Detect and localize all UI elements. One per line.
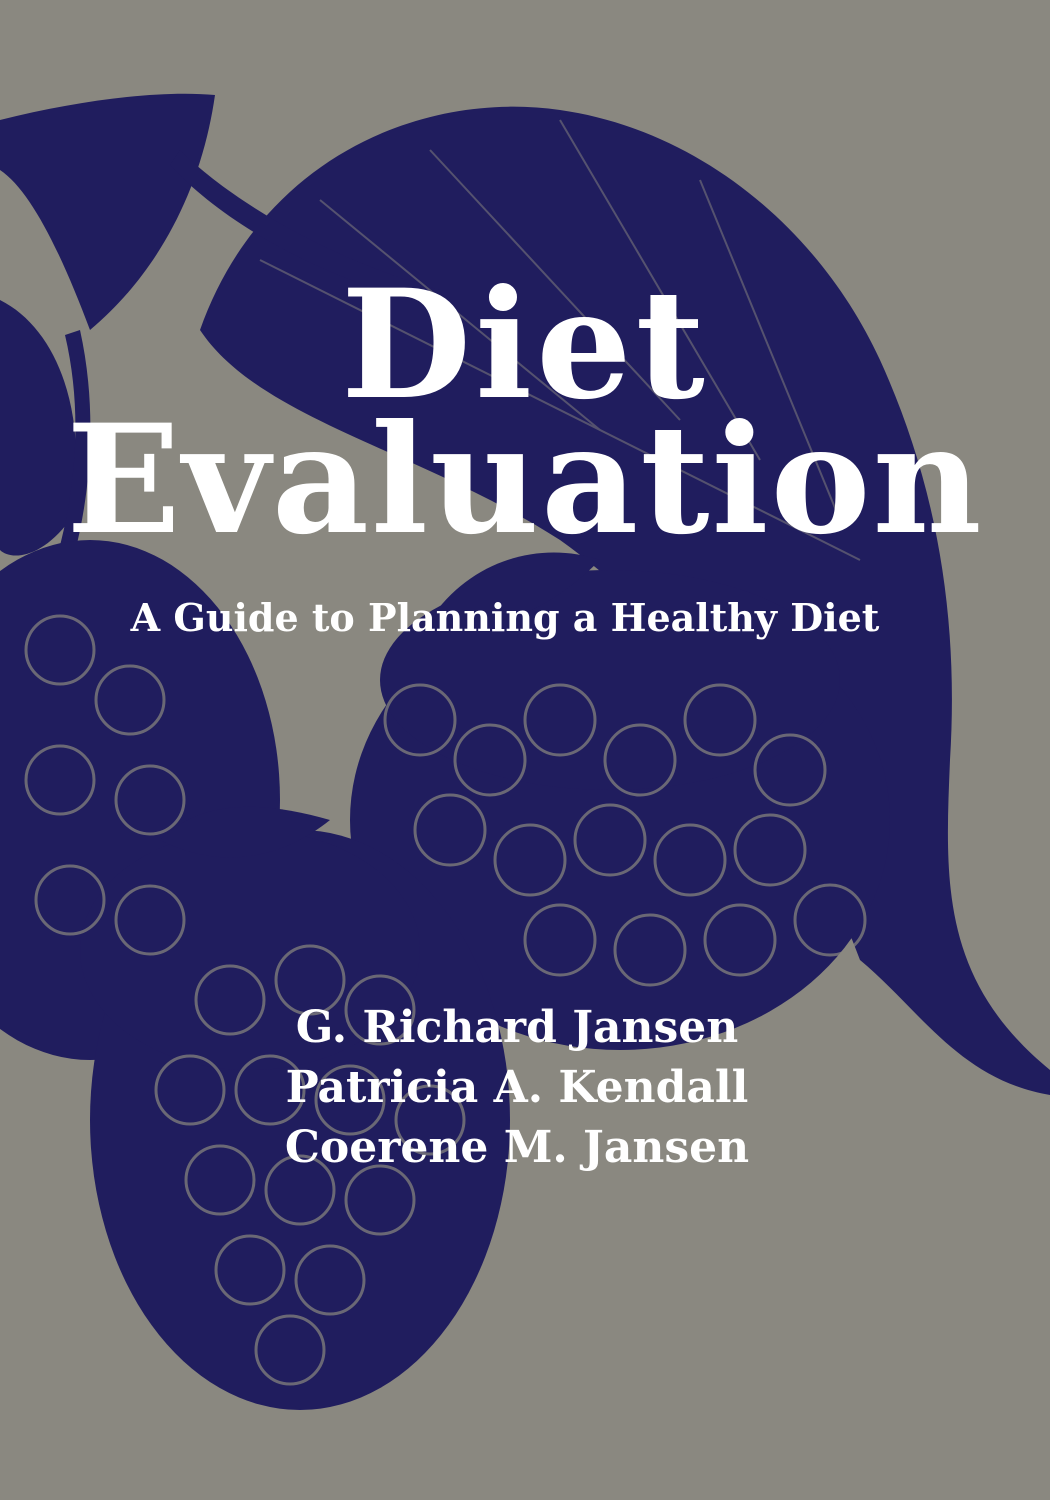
title-line-2: Evaluation <box>66 392 984 568</box>
subtitle: A Guide to Planning a Healthy Diet <box>130 595 880 640</box>
title-line-1: Diet <box>341 257 709 433</box>
author-1: G. Richard Jansen <box>295 1002 739 1053</box>
author-2: Patricia A. Kendall <box>285 1062 749 1113</box>
author-3: Coerene M. Jansen <box>284 1122 750 1173</box>
